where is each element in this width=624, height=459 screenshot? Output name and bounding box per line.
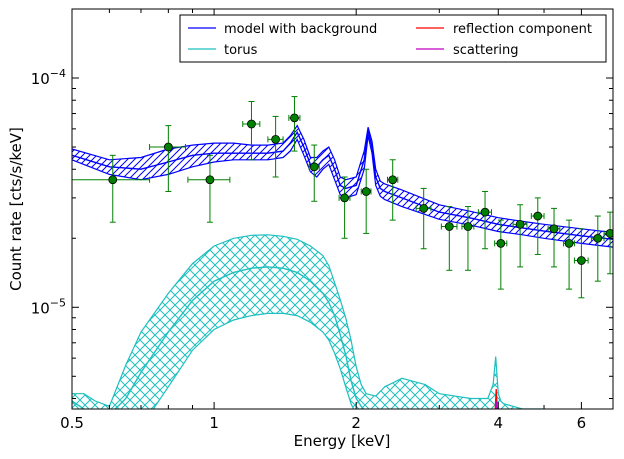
band-torus: [72, 234, 544, 409]
series-scattering: [495, 400, 498, 409]
data-point: [512, 204, 528, 268]
x-tick-labels: 0.5 1 2 4 6: [60, 414, 586, 432]
data-marker: [496, 238, 506, 248]
legend-label-scattering: scattering: [453, 43, 519, 58]
data-point: [415, 187, 432, 250]
data-marker: [576, 256, 586, 265]
data-marker: [564, 238, 574, 248]
upper-line-torus: [72, 234, 553, 409]
data-point: [72, 154, 151, 223]
data-point: [547, 207, 561, 268]
data-marker: [463, 222, 473, 231]
series-torus: [72, 234, 553, 409]
data-point: [242, 100, 261, 161]
axis-ticks: [71, 8, 614, 409]
data-marker: [163, 142, 173, 152]
y-tick-labels: 10−5 10−4: [31, 67, 66, 317]
data-point: [477, 190, 493, 250]
x-axis-title: Energy [keV]: [294, 432, 391, 450]
data-point: [440, 206, 458, 271]
data-point: [530, 197, 545, 255]
data-point: [573, 228, 589, 299]
series-model-with-background: [72, 124, 613, 248]
x-tick-label: 2: [351, 414, 361, 432]
data-point: [308, 144, 320, 202]
data-points: [72, 96, 613, 299]
data-marker: [533, 211, 543, 221]
legend-label-torus: torus: [224, 43, 258, 58]
data-marker: [290, 113, 299, 123]
data-marker: [108, 175, 118, 185]
y-axis-title: Count rate [cts/s/keV]: [7, 127, 25, 291]
data-point: [288, 96, 301, 152]
data-marker: [247, 119, 256, 129]
data-point: [590, 215, 605, 282]
data-point: [149, 125, 187, 192]
data-marker: [361, 187, 371, 196]
data-point: [494, 219, 508, 290]
lower-line-model-with-background: [72, 135, 613, 248]
x-tick-label: 6: [577, 414, 587, 432]
data-marker: [205, 175, 215, 185]
data-point: [338, 176, 351, 239]
lower-line-torus: [152, 312, 355, 409]
plot-area: [72, 96, 613, 409]
data-point: [603, 211, 613, 275]
data-point: [386, 159, 399, 221]
central-line-model-with-background: [72, 130, 613, 240]
data-point: [187, 154, 231, 223]
y-tick-label: 10−4: [31, 67, 66, 88]
legend-label-reflection: reflection component: [453, 22, 592, 37]
y-tick-label: 10−5: [31, 296, 66, 317]
legend-label-model: model with background: [224, 22, 377, 37]
data-marker: [271, 134, 281, 144]
x-tick-label: 0.5: [60, 414, 84, 432]
data-point: [267, 115, 284, 178]
data-marker: [388, 175, 398, 185]
data-point: [360, 168, 372, 234]
legend: model with background reflection compone…: [179, 14, 607, 63]
data-point: [563, 219, 575, 290]
data-marker: [419, 203, 429, 213]
plot-frame: [71, 8, 614, 410]
data-marker: [593, 233, 603, 243]
data-marker: [480, 207, 490, 217]
data-marker: [549, 224, 559, 234]
data-marker: [444, 222, 454, 231]
central-line-torus: [72, 266, 365, 409]
series-reflection-component: [494, 388, 498, 409]
x-tick-label: 1: [209, 414, 219, 432]
data-point: [461, 206, 475, 271]
data-marker: [605, 229, 613, 238]
data-marker: [340, 193, 349, 203]
data-marker: [309, 162, 319, 172]
data-marker: [515, 219, 525, 229]
legend-frame: [179, 14, 607, 63]
x-tick-label: 4: [494, 414, 504, 432]
